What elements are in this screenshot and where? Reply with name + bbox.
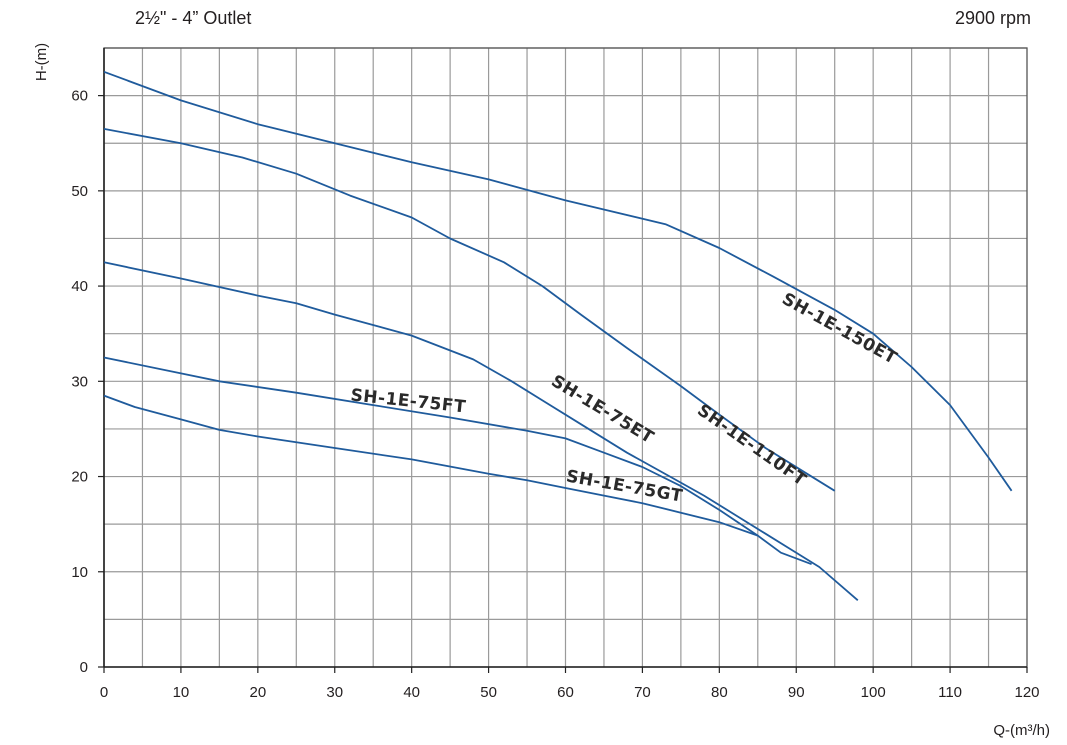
x-tick-label: 10 [173,684,190,701]
tick-labels: 0 10 20 30 40 50 60 70 80 90 100 110 120 0 10 20 30 40 50 6… [71,88,1039,701]
chart-subtitle: 2½" - 4” Outlet [135,8,252,28]
chart-speed-label: 2900 rpm [954,8,1031,28]
y-axis-label: H-(m) [33,43,50,81]
series-line-sh-1e-75ft [103,356,812,566]
x-tick-label: 90 [788,684,805,701]
x-tick-label: 70 [634,684,651,701]
series-line-sh-1e-75gt [103,394,759,537]
x-axis-label: Q-(m³/h) [993,722,1050,739]
series-line-sh-1e-110ft [103,128,836,492]
x-tick-label: 60 [557,684,574,701]
x-tick-label: 30 [326,684,343,701]
curve-label: SH-1E-75GT [565,467,685,507]
x-tick-label: 80 [711,684,728,701]
x-tick-label: 100 [861,684,886,701]
x-tick-label: 40 [403,684,420,701]
curve-labels: SH-1E-150ETSH-1E-110FTSH-1E-75ETSH-1E-75… [350,289,901,507]
series-line-sh-1e-75et [103,261,859,601]
y-tick-label: 30 [71,373,88,390]
x-tick-label: 20 [249,684,266,701]
y-tick-label: 20 [71,469,88,486]
x-tick-label: 120 [1014,684,1039,701]
x-tick-label: 110 [938,684,962,701]
curve-label: SH-1E-75FT [350,385,467,417]
y-tick-label: 40 [71,278,88,295]
x-tick-label: 0 [100,684,108,701]
y-tick-label: 60 [71,88,88,105]
y-tick-label: 50 [71,183,88,200]
y-tick-label: 0 [80,659,88,676]
series-line-sh-1e-150et [103,70,1013,492]
series-lines [103,70,1013,601]
x-tick-label: 50 [480,684,497,701]
y-tick-label: 10 [71,564,88,581]
